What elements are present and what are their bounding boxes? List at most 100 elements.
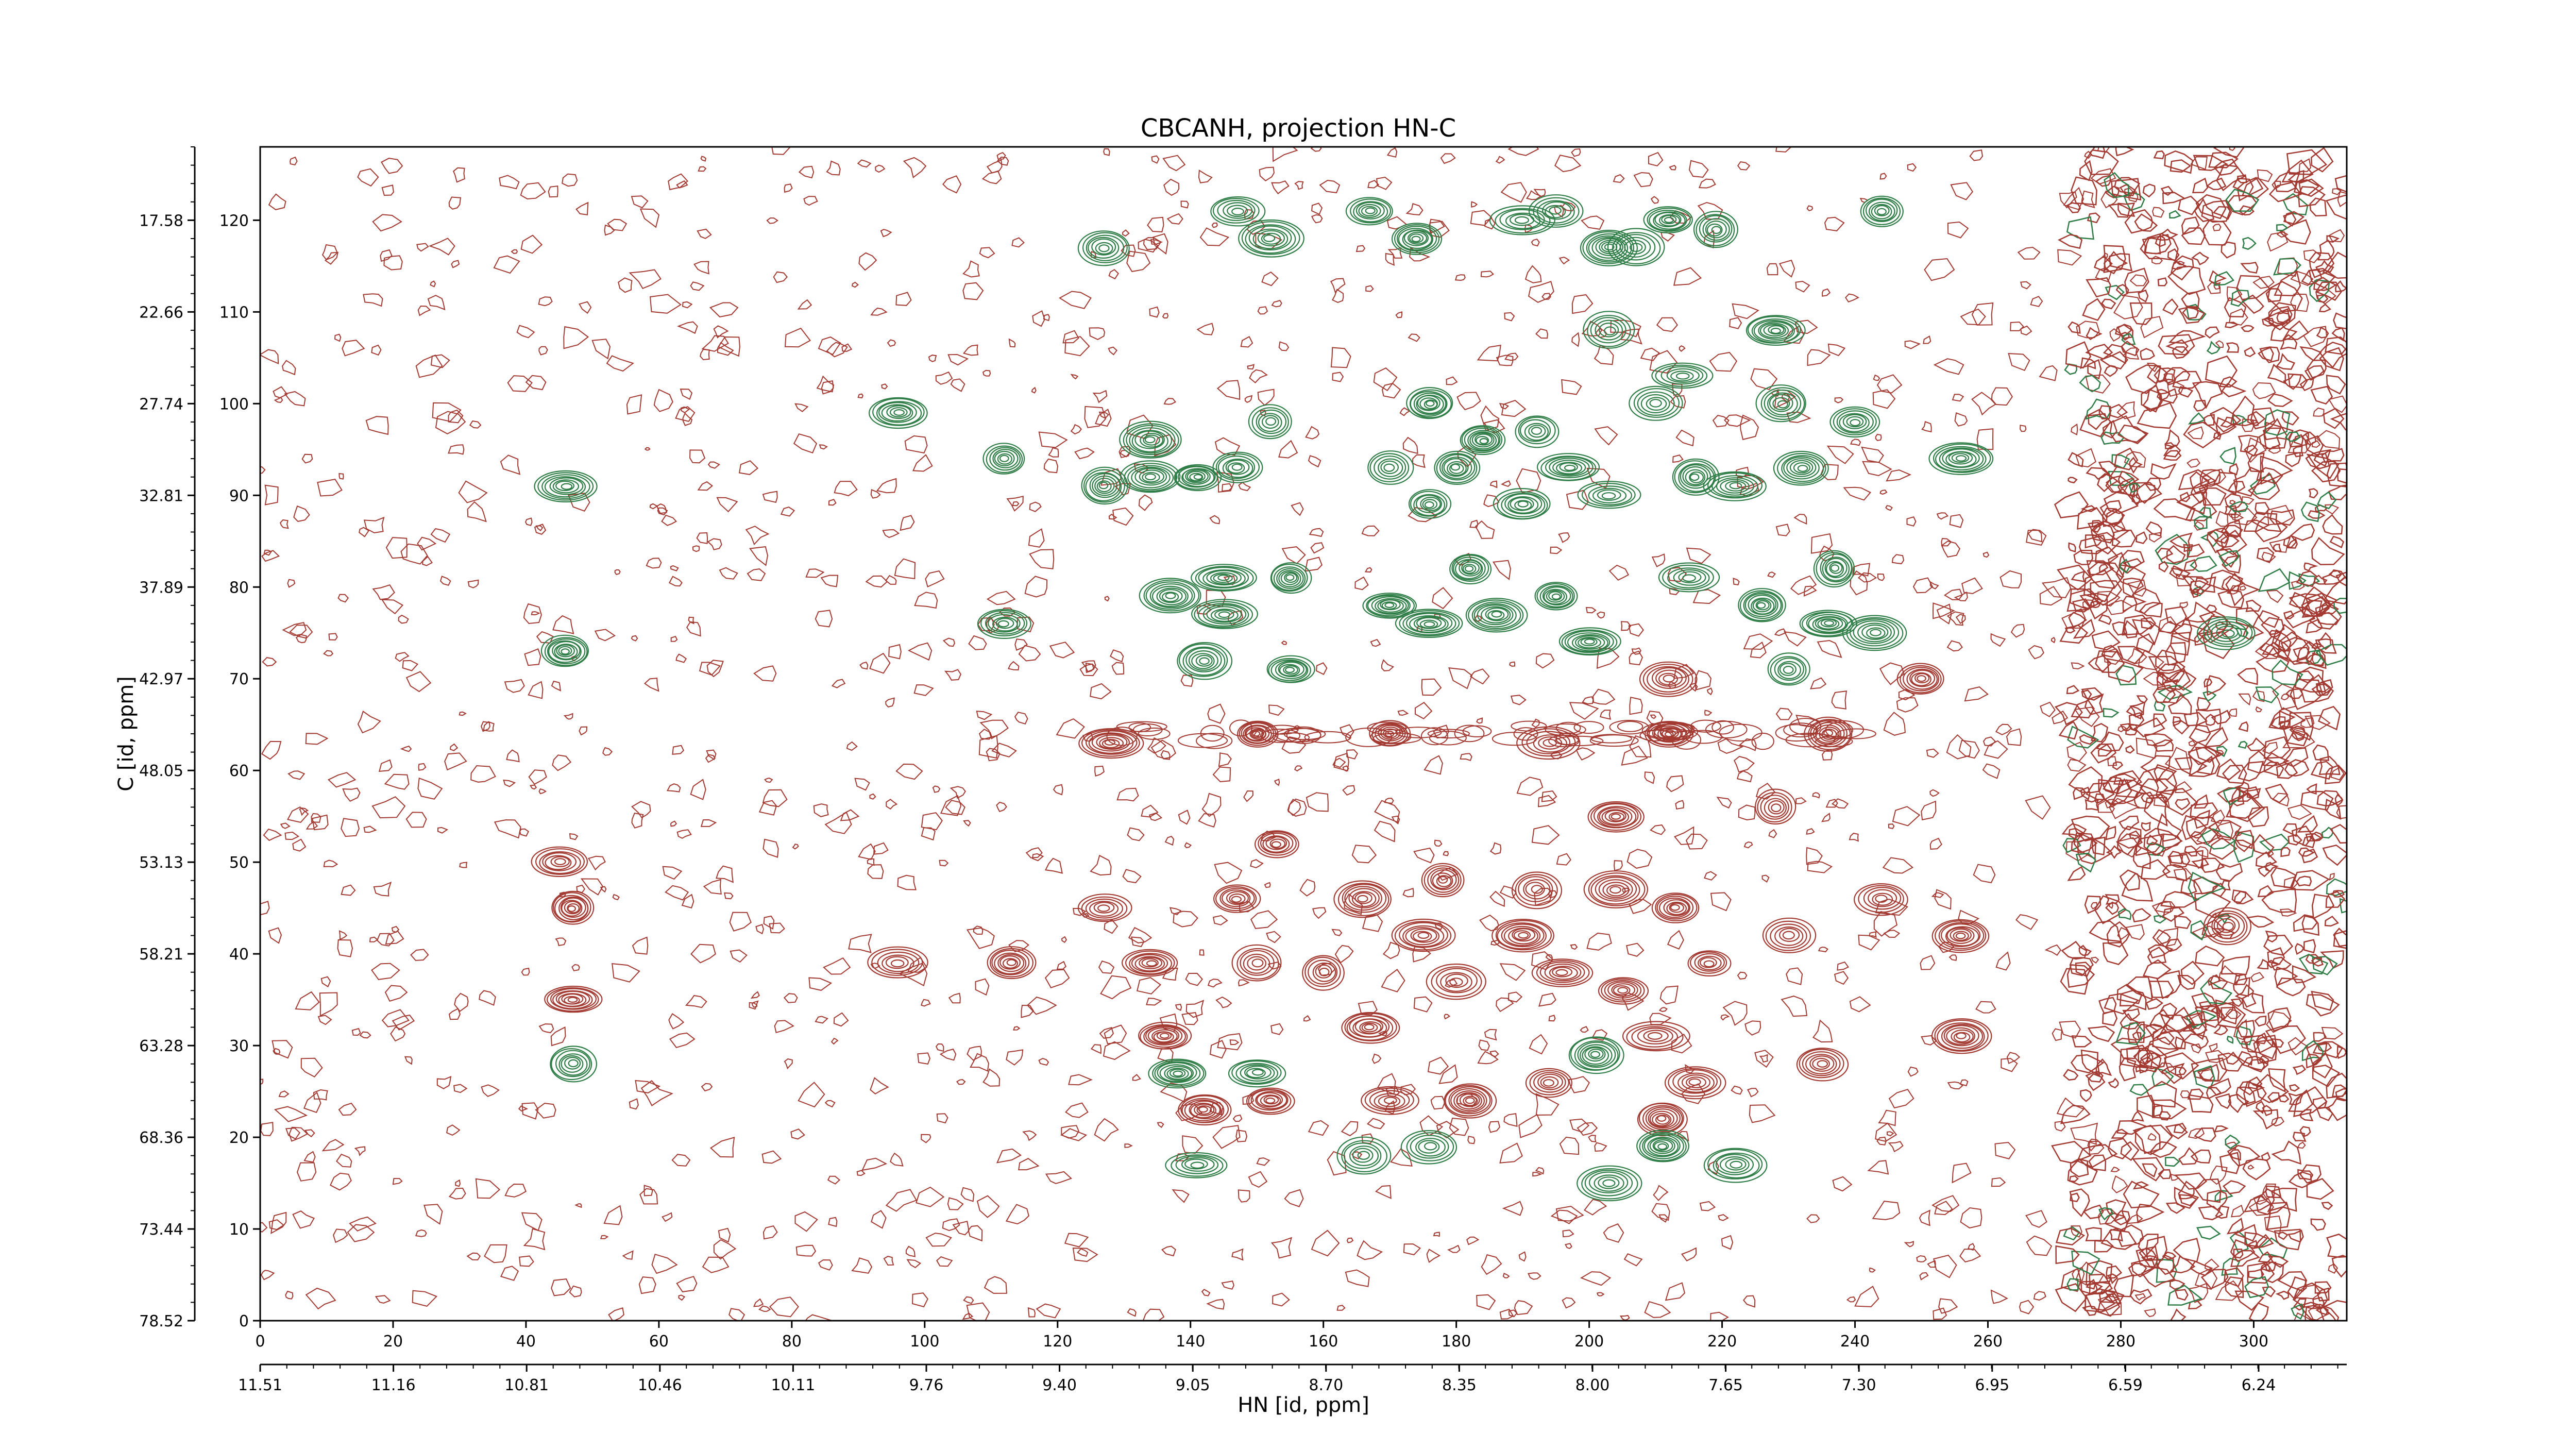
noise-contour — [439, 576, 451, 586]
noise-contour — [2244, 346, 2256, 358]
noise-contour — [1085, 662, 1094, 673]
peak-contour-level — [1587, 801, 1645, 833]
peak-positive — [1525, 1068, 1572, 1098]
peak-contour-level — [1129, 953, 1173, 974]
peak-positive — [1391, 918, 1456, 952]
noise-contour — [2255, 646, 2290, 673]
noise-contour — [2238, 434, 2259, 453]
peak-positive — [1361, 1086, 1419, 1115]
noise-contour — [2129, 302, 2153, 325]
noise-contour — [948, 992, 961, 1004]
noise-contour-negative — [2128, 483, 2141, 493]
noise-contour — [1446, 376, 1458, 385]
noise-contour — [1495, 156, 1505, 164]
noise-contour-negative — [2255, 686, 2280, 703]
peak-contour-level — [549, 477, 584, 495]
noise-contour — [612, 963, 640, 983]
noise-contour — [1535, 328, 1548, 339]
noise-contour — [2065, 341, 2092, 369]
noise-contour-negative — [2120, 559, 2131, 574]
peak-negative — [1238, 219, 1304, 258]
peak-negative — [1081, 466, 1128, 505]
noise-contour-negative — [2309, 279, 2330, 302]
noise-contour — [1257, 306, 1268, 315]
peak-contour-level — [1770, 656, 1807, 684]
peak-contour-level — [1538, 736, 1563, 750]
noise-contour — [784, 327, 811, 348]
peak-contour-level — [1659, 897, 1691, 918]
noise-contour — [2227, 481, 2246, 493]
peak-contour-level — [1217, 199, 1256, 221]
noise-contour — [1306, 792, 1329, 812]
noise-contour — [2311, 683, 2332, 696]
noise-contour — [2253, 1034, 2278, 1065]
peak-contour-level — [2221, 629, 2235, 638]
peak-contour-level — [1002, 958, 1019, 969]
noise-contour — [391, 925, 400, 933]
noise-contour — [670, 820, 677, 827]
noise-contour — [2312, 1041, 2344, 1058]
peak-negative — [1362, 593, 1417, 619]
peak-contour-level — [1081, 466, 1128, 505]
noise-contour-negative — [2190, 555, 2217, 572]
noise-contour — [2189, 580, 2212, 595]
noise-contour — [2192, 177, 2209, 193]
noise-contour — [2112, 621, 2128, 636]
noise-contour — [2229, 308, 2248, 326]
noise-contour — [921, 812, 943, 831]
noise-contour — [1402, 436, 1418, 454]
noise-contour — [1022, 1130, 1037, 1141]
noise-contour — [1215, 996, 1232, 1008]
peak-positive — [1341, 1012, 1400, 1044]
peak-contour-level — [1773, 450, 1829, 486]
noise-contour — [761, 1150, 782, 1164]
noise-contour — [334, 333, 342, 342]
peak-contour-level — [1637, 391, 1675, 416]
peak-contour-level — [2213, 915, 2240, 936]
peak-contour-level — [1648, 1108, 1678, 1129]
peak-contour-level — [1588, 235, 1629, 261]
noise-contour — [2292, 1132, 2307, 1142]
peak-contour-level — [1702, 218, 1730, 241]
noise-contour — [2127, 579, 2147, 597]
noise-contour — [942, 1218, 960, 1232]
noise-contour-negative — [2153, 915, 2167, 924]
peak-contour-level — [1660, 366, 1704, 385]
noise-contour — [867, 864, 884, 879]
noise-contour — [1892, 806, 1921, 827]
noise-contour — [1014, 712, 1028, 725]
noise-contour — [2293, 1282, 2328, 1309]
noise-contour — [1448, 667, 1473, 689]
noise-contour — [2206, 1190, 2228, 1211]
noise-contour — [2076, 1144, 2118, 1168]
noise-contour — [688, 616, 694, 625]
noise-contour — [2325, 1097, 2347, 1121]
noise-contour — [935, 1043, 944, 1052]
noise-contour — [2286, 537, 2298, 549]
noise-contour — [819, 444, 828, 450]
noise-contour — [1217, 1033, 1243, 1051]
peak-contour-level — [994, 952, 1027, 975]
noise-contour — [2284, 759, 2310, 777]
noise-contour — [2287, 373, 2308, 389]
noise-contour — [2140, 348, 2156, 360]
noise-contour — [1339, 724, 1354, 739]
peak-contour-level — [1611, 813, 1621, 820]
noise-contour-negative — [2229, 1230, 2249, 1253]
noise-contour — [2178, 307, 2206, 324]
peak-contour-level — [1139, 469, 1164, 484]
noise-contour — [2331, 327, 2345, 342]
noise-contour — [2206, 675, 2227, 696]
noise-contour — [2255, 502, 2270, 515]
peak-contour-level — [1195, 566, 1254, 591]
peak-contour-level — [1525, 1068, 1572, 1098]
peak-contour-level — [1574, 1040, 1619, 1071]
noise-contour — [2205, 355, 2238, 386]
peak-contour-level — [561, 483, 573, 490]
peak-contour-level — [1139, 956, 1163, 969]
noise-contour — [1739, 414, 1759, 441]
peak-negative — [1577, 1165, 1642, 1202]
peak-contour-level — [547, 987, 599, 1012]
noise-contour — [1403, 1243, 1421, 1256]
ridge-contour — [1751, 732, 1774, 750]
